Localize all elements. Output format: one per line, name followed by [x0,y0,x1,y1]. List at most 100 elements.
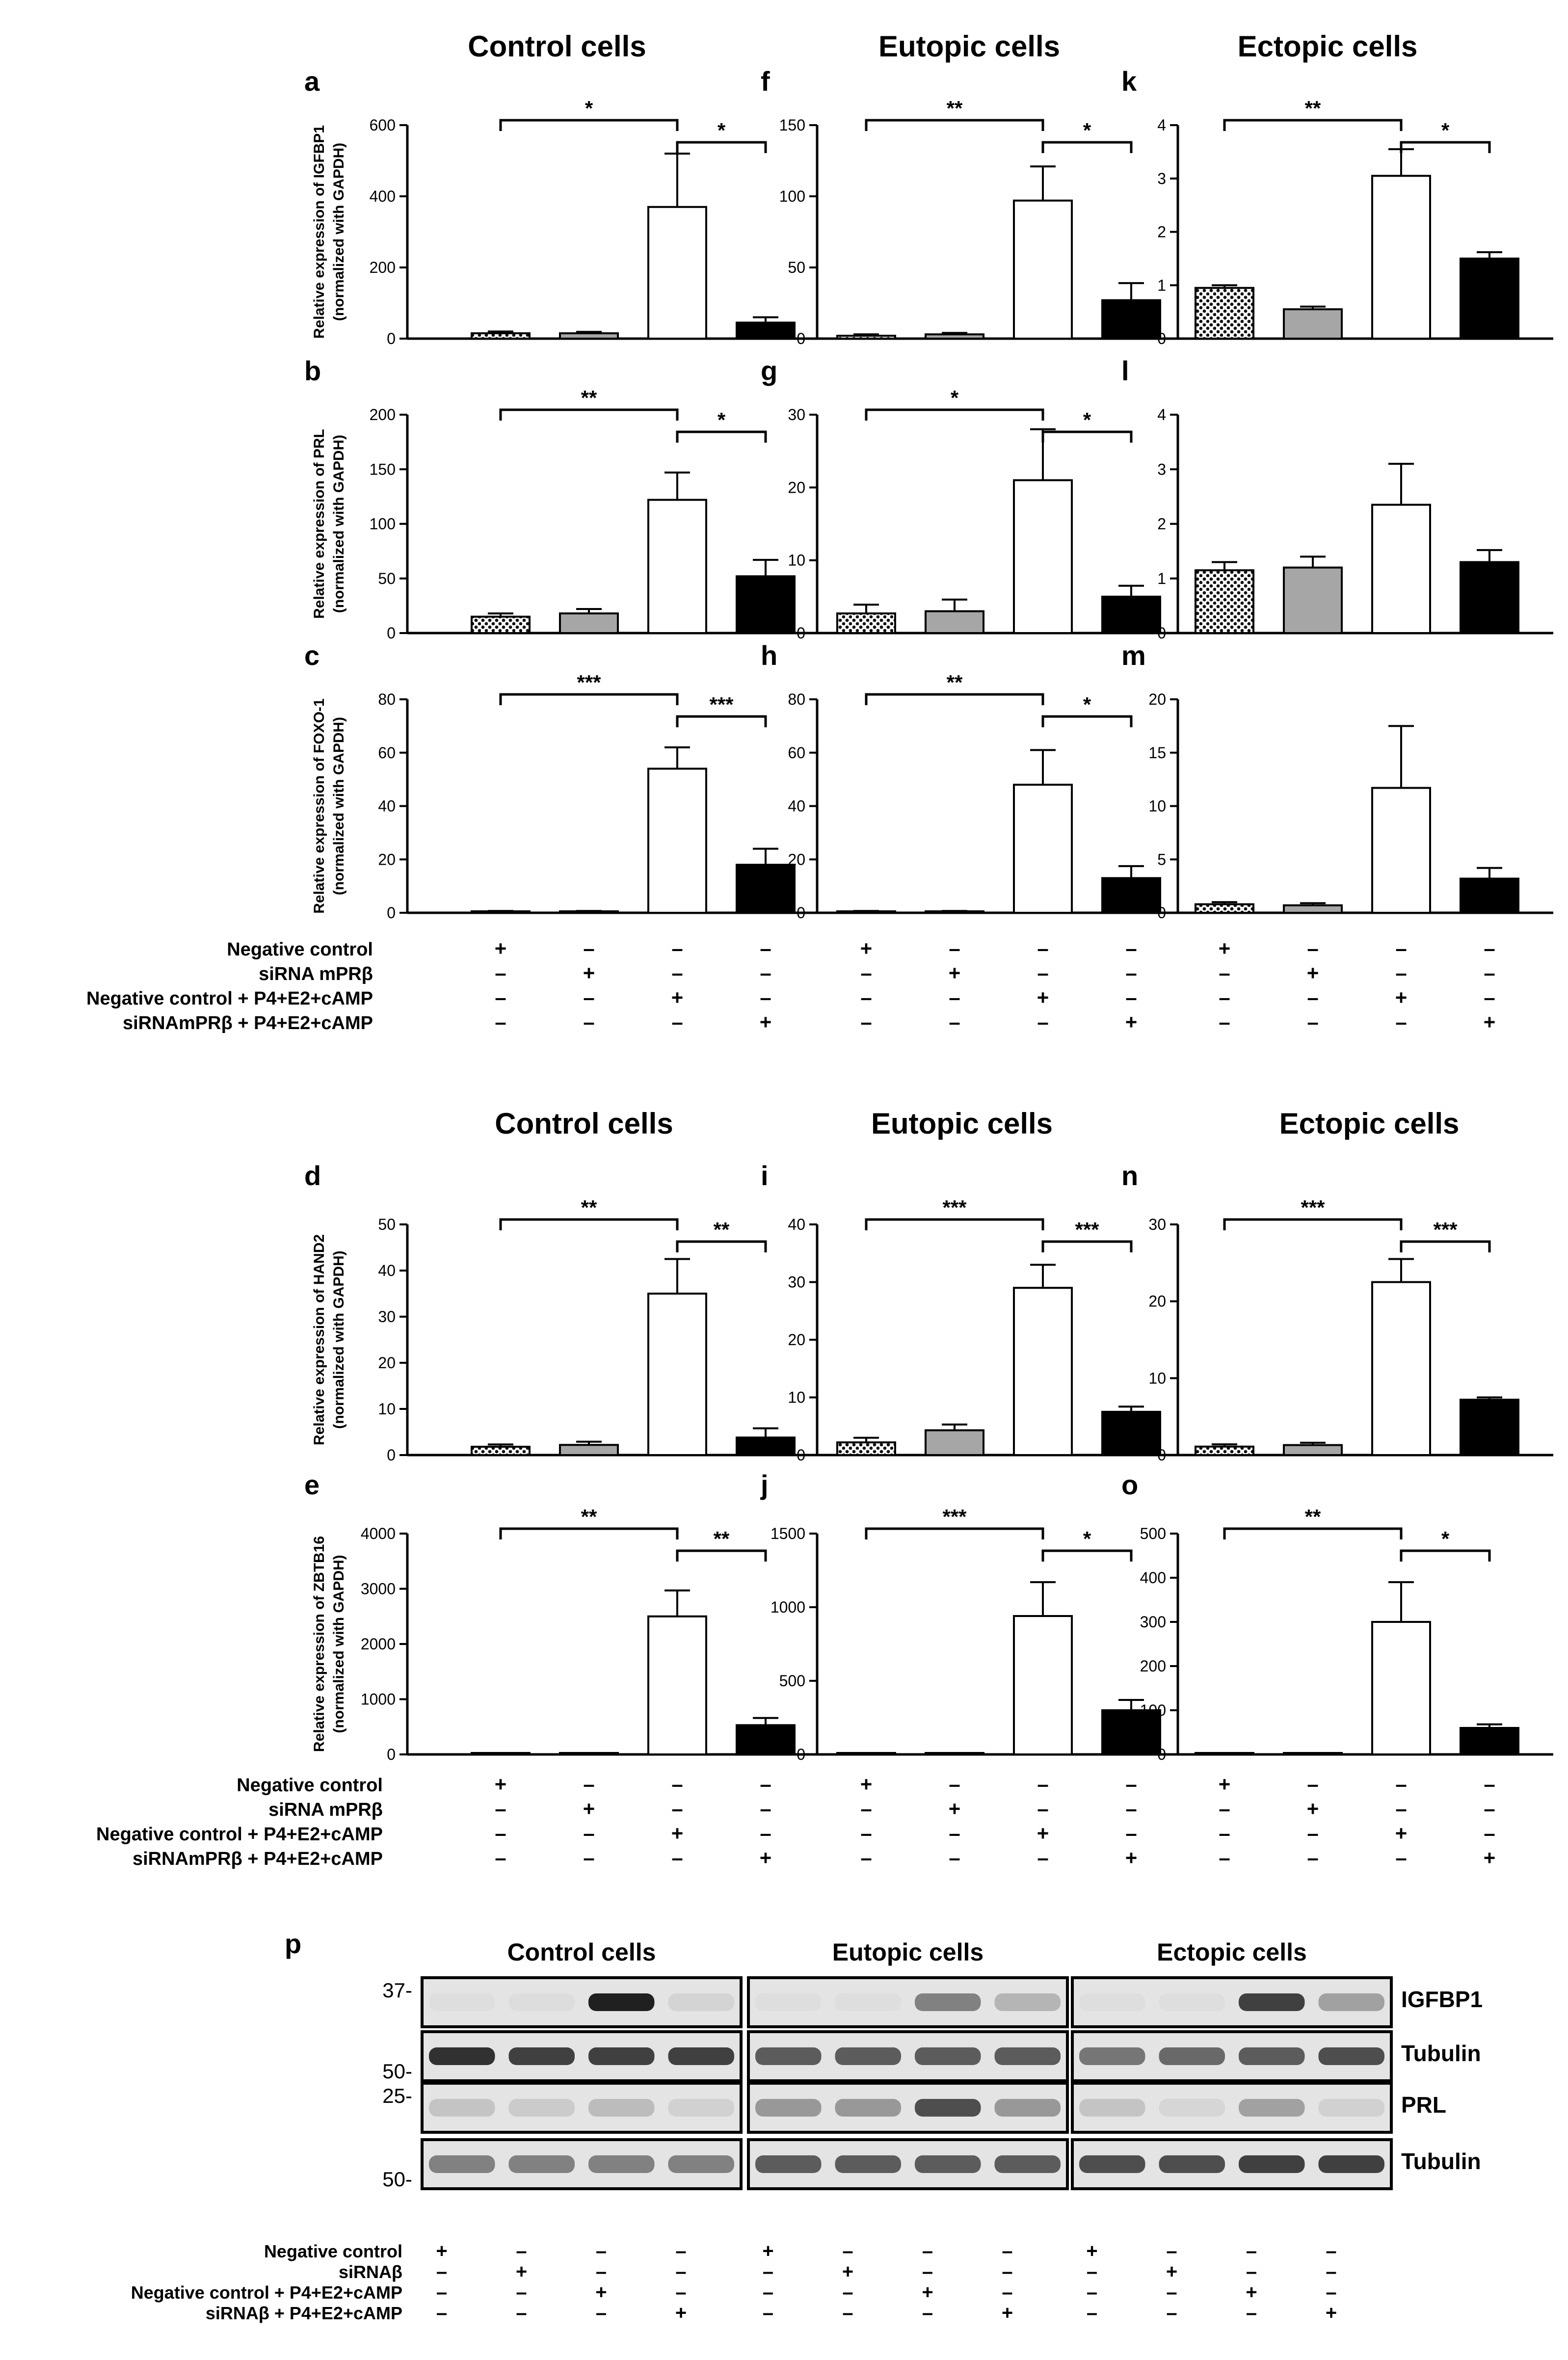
column-title: Eutopic cells [878,30,1060,63]
condition-sign: – [675,2240,686,2262]
significance-bracket [676,141,767,153]
y-tick-label: 0 [797,1446,805,1464]
y-tick-label: 0 [1157,1446,1166,1464]
significance-bracket [499,1527,679,1539]
condition-sign: – [842,2240,853,2262]
blot-band [1079,2155,1145,2173]
condition-sign: – [495,1797,506,1820]
significance-bracket [865,408,1044,421]
condition-sign: – [1307,986,1318,1009]
condition-sign: – [1125,1797,1137,1820]
condition-sign: – [495,1822,506,1845]
condition-sign: – [949,1773,960,1796]
condition-sign: – [860,1797,872,1820]
significance-label: * [1083,408,1091,431]
significance-bracket [1041,430,1133,443]
y-tick-label: 0 [797,1746,805,1763]
condition-sign: – [922,2240,933,2262]
condition-sign: – [675,2261,686,2282]
significance-bracket [1041,141,1133,153]
y-tick-label: 500 [1140,1525,1166,1542]
y-tick-label: 40 [788,1216,805,1233]
condition-sign: – [1125,961,1137,984]
condition-sign: + [583,961,595,984]
condition-sign: – [860,1822,872,1845]
condition-sign: – [1484,961,1495,984]
bar [471,332,531,340]
condition-sign: + [860,937,873,960]
y-tick-label: 0 [1157,904,1166,922]
condition-sign: + [1125,1010,1138,1034]
panel-letter: k [1121,66,1137,97]
y-tick-label: 20 [378,1354,396,1372]
condition-sign: – [1395,1797,1407,1820]
blot-band [1239,1993,1305,2011]
condition-sign: – [1125,1822,1137,1845]
chart-e: e 0 1000 2000 3000 4000 Relative expression of… [304,1469,829,1763]
blot-band [1079,1993,1145,2011]
y-tick-label: 10 [788,552,805,569]
bar [1195,287,1254,340]
significance-label: ** [714,1218,730,1241]
condition-sign: – [1307,1846,1318,1869]
condition-sign: – [583,1846,594,1869]
bar [647,499,707,634]
blot-band [1318,2099,1384,2117]
y-tick-label: 20 [1148,1293,1166,1310]
condition-label: siRNAmPRβ + P4+E2+cAMP [133,1849,383,1869]
column-title: Ectopic cells [1238,30,1418,63]
condition-sign: – [516,2302,527,2324]
y-tick-label: 4 [1157,406,1166,424]
y-axis-label: Relative expression of FOXO-1 [311,698,327,913]
blot-band [1318,2155,1384,2173]
bar [1195,903,1254,914]
condition-sign: – [1326,2261,1336,2282]
condition-sign: – [1166,2302,1177,2324]
y-tick-label: 20 [378,850,396,868]
column-title: Eutopic cells [871,1107,1053,1140]
condition-sign: – [1484,1797,1495,1820]
condition-label: siRNA mPRβ [268,1800,383,1820]
y-axis-label: Relative expression of ZBTB16 [311,1536,327,1752]
significance-label: ** [947,97,963,120]
blot-band [755,2155,822,2173]
significance-label: * [718,119,726,142]
condition-sign: – [583,1822,594,1845]
blot-column-title: Control cells [507,1938,656,1966]
significance-bracket [676,715,767,727]
significance-bracket [499,1218,679,1230]
blot-band [755,2047,822,2065]
bar [1460,561,1519,634]
condition-sign: – [760,1773,771,1796]
significance-label: *** [577,671,601,694]
blot-band [429,2155,495,2173]
y-tick-label: 10 [1148,1369,1166,1387]
significance-label: *** [1075,1218,1099,1241]
significance-label: ** [581,386,597,409]
blot-band [588,1993,655,2011]
molecular-weight-marker: 50- [382,2060,412,2083]
significance-bracket [676,1549,767,1562]
condition-label: siRNAβ + P4+E2+cAMP [206,2303,402,2323]
y-tick-label: 20 [1148,690,1166,708]
blot-band [915,1993,981,2011]
panel-letter: o [1121,1469,1138,1500]
condition-sign: – [1219,1797,1230,1820]
blot-band [508,2047,575,2065]
blot-band [755,1993,822,2011]
y-tick-label: 30 [788,1273,805,1291]
condition-sign: – [763,2302,773,2324]
condition-sign: + [1395,1822,1408,1845]
panel-letter: a [304,66,320,97]
significance-bracket [1223,1527,1403,1539]
bar [1283,1444,1343,1456]
bar [471,615,531,634]
bar [836,612,896,634]
condition-sign: – [1395,937,1407,960]
condition-sign: + [671,986,684,1009]
significance-label: *** [1433,1218,1458,1241]
condition-sign: – [760,961,771,984]
